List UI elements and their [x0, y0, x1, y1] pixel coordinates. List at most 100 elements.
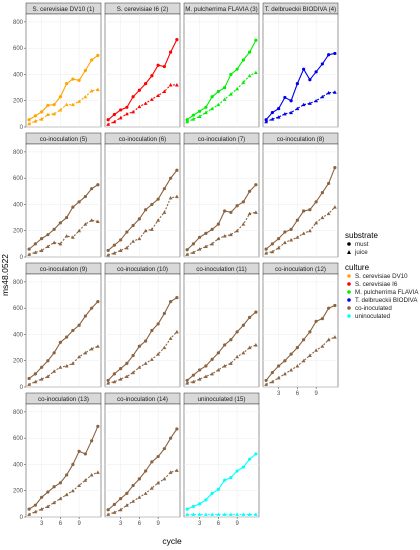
must-series-point — [185, 378, 189, 383]
juice-series-point — [210, 512, 215, 516]
juice-series-point — [235, 86, 240, 91]
juice-series-point — [77, 354, 82, 359]
plot-area — [104, 403, 181, 518]
juice-series-point — [326, 211, 331, 216]
must-series-point — [162, 311, 166, 316]
juice-series-point — [216, 236, 221, 241]
juice-series-point — [27, 121, 32, 126]
juice-series-point — [197, 512, 202, 516]
y-tick-label: 0 — [20, 255, 24, 261]
juice-series-point — [289, 110, 294, 115]
juice-series-point — [203, 374, 208, 379]
must-series-point — [46, 490, 50, 494]
juice-series-point — [270, 379, 275, 384]
must-series-point — [169, 299, 173, 304]
legend-culture-title: culture — [345, 263, 370, 272]
juice-series-point — [124, 245, 129, 250]
x-axis-title: cycle — [162, 536, 182, 546]
juice-series-point — [276, 115, 281, 119]
juice-series-point — [197, 247, 202, 251]
juice-series-point — [118, 115, 123, 120]
must-series-point — [241, 58, 245, 62]
y-tick-label: 400 — [13, 332, 24, 338]
juice-series-point — [52, 369, 57, 373]
juice-series-point — [332, 335, 337, 339]
must-series-point — [65, 215, 69, 220]
must-series-point — [162, 447, 166, 451]
must-series-point — [308, 330, 312, 334]
juice-series-point — [27, 512, 32, 516]
juice-series-point — [131, 370, 136, 375]
juice-series-point — [64, 492, 69, 497]
y-tick-label: 800 — [13, 150, 24, 156]
juice-series-point — [33, 119, 38, 123]
must-series-point — [52, 351, 56, 355]
must-series-point — [223, 478, 227, 482]
plot-area — [104, 273, 181, 388]
y-tick-label: 400 — [13, 72, 24, 78]
must-series-point — [27, 376, 31, 381]
must-series-point — [333, 51, 337, 56]
must-series-point — [119, 238, 123, 242]
facet-panel: co-inoculation (8) — [262, 132, 339, 258]
juice-series-point — [241, 80, 246, 84]
juice-series-point — [137, 236, 142, 241]
must-series-point — [185, 507, 189, 511]
juice-series-point — [149, 357, 154, 361]
juice-series-point — [295, 106, 300, 111]
must-series-point — [204, 498, 208, 502]
must-series-point — [210, 491, 214, 495]
juice-series-point — [320, 94, 325, 99]
juice-series-point — [143, 361, 148, 365]
must-series-point — [248, 50, 252, 54]
plot-area — [104, 143, 181, 258]
facet-panel: co-inoculation (14) 3 6 9 — [104, 392, 181, 527]
y-tick-label: 600 — [13, 436, 24, 442]
must-series-point — [191, 242, 195, 246]
juice-series-point — [289, 368, 294, 372]
juice-series-point — [89, 473, 94, 477]
facet-panel: S. cerevisiae DV10 (1) 0 200 400 600 800 — [13, 2, 102, 131]
must-series-point — [198, 502, 202, 506]
x-tick-label: 9 — [314, 391, 318, 397]
juice-series-point — [83, 478, 88, 482]
must-series-point — [235, 204, 239, 208]
must-series-point — [71, 462, 75, 467]
facet-strip-label: co-inoculation (9) — [40, 266, 87, 273]
juice-series-point — [289, 238, 294, 242]
must-series-point — [210, 95, 214, 99]
juice-series-point — [332, 90, 337, 94]
must-series-point — [125, 361, 129, 365]
juice-series-point — [143, 491, 148, 495]
must-series-point — [229, 72, 233, 77]
y-tick-label: 800 — [13, 20, 24, 26]
juice-series-point — [64, 234, 69, 238]
must-series-point — [40, 495, 44, 499]
must-series-point — [283, 230, 287, 234]
juice-series-point — [131, 499, 136, 503]
must-series-point — [277, 107, 281, 111]
must-series-point — [90, 306, 94, 310]
juice-series-point — [241, 350, 246, 355]
must-series-point — [106, 378, 110, 383]
must-series-point — [191, 373, 195, 377]
juice-series-point — [156, 93, 161, 97]
must-series-point — [40, 110, 44, 114]
must-series-point — [46, 359, 50, 363]
juice-series-point — [247, 345, 252, 350]
must-series-point — [52, 103, 56, 107]
must-series-point — [327, 181, 331, 186]
facet-panel: uninoculated (15) 3 6 9 — [183, 392, 260, 527]
legend-substrate-title: substrate — [345, 231, 378, 240]
plot-area — [183, 273, 260, 388]
juice-series-point — [137, 495, 142, 499]
juice-series-point — [149, 227, 154, 231]
must-series-point — [314, 70, 318, 74]
must-series-point — [112, 372, 116, 376]
plot-area — [262, 143, 339, 258]
must-series-point — [106, 508, 110, 512]
juice-series-point — [185, 512, 190, 516]
must-series-point — [198, 368, 202, 372]
